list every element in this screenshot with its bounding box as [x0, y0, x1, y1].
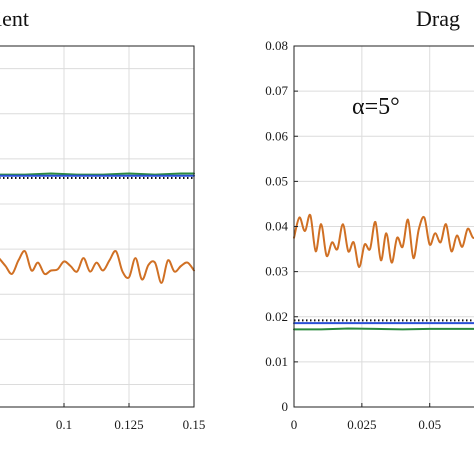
- y-tick-label: 0.08: [265, 38, 288, 53]
- left-grid: [0, 46, 195, 407]
- left-axes-frame: [0, 45, 195, 408]
- series-line-3: [293, 213, 474, 269]
- x-tick-label: 0.1: [56, 417, 72, 432]
- x-tick-label: 0: [291, 417, 298, 432]
- left-panel-title: ient: [0, 6, 29, 31]
- right-ticks: 0 0.025 0.05 0 0.01 0.02 0.03 0.04 0.05 0.06 0.07 0…: [265, 38, 441, 432]
- left-panel: 0.1 0.125 0.15 ient: [0, 6, 205, 432]
- y-tick-label: 0: [282, 399, 289, 414]
- y-tick-label: 0.03: [265, 264, 288, 279]
- right-panel-title: Drag: [416, 6, 460, 31]
- series-line-0: [0, 172, 195, 176]
- series-line-3: [0, 250, 195, 284]
- x-tick-label: 0.125: [114, 417, 143, 432]
- y-tick-label: 0.06: [265, 128, 288, 143]
- x-tick-label: 0.15: [183, 417, 206, 432]
- y-tick-label: 0.05: [265, 173, 288, 188]
- left-series: [0, 172, 195, 284]
- x-tick-label: 0.025: [347, 417, 376, 432]
- y-tick-label: 0.02: [265, 309, 288, 324]
- series-line-0: [293, 327, 474, 331]
- x-tick-label: 0.05: [418, 417, 441, 432]
- alpha-annotation: α=5°: [352, 94, 400, 120]
- y-tick-label: 0.01: [265, 354, 288, 369]
- right-series: [293, 213, 474, 331]
- left-x-ticks: 0.1 0.125 0.15: [56, 403, 206, 432]
- right-panel: 0 0.025 0.05 0 0.01 0.02 0.03 0.04 0.05 0.06 0.07 0…: [265, 6, 474, 432]
- y-tick-label: 0.04: [265, 219, 288, 234]
- y-tick-label: 0.07: [265, 83, 288, 98]
